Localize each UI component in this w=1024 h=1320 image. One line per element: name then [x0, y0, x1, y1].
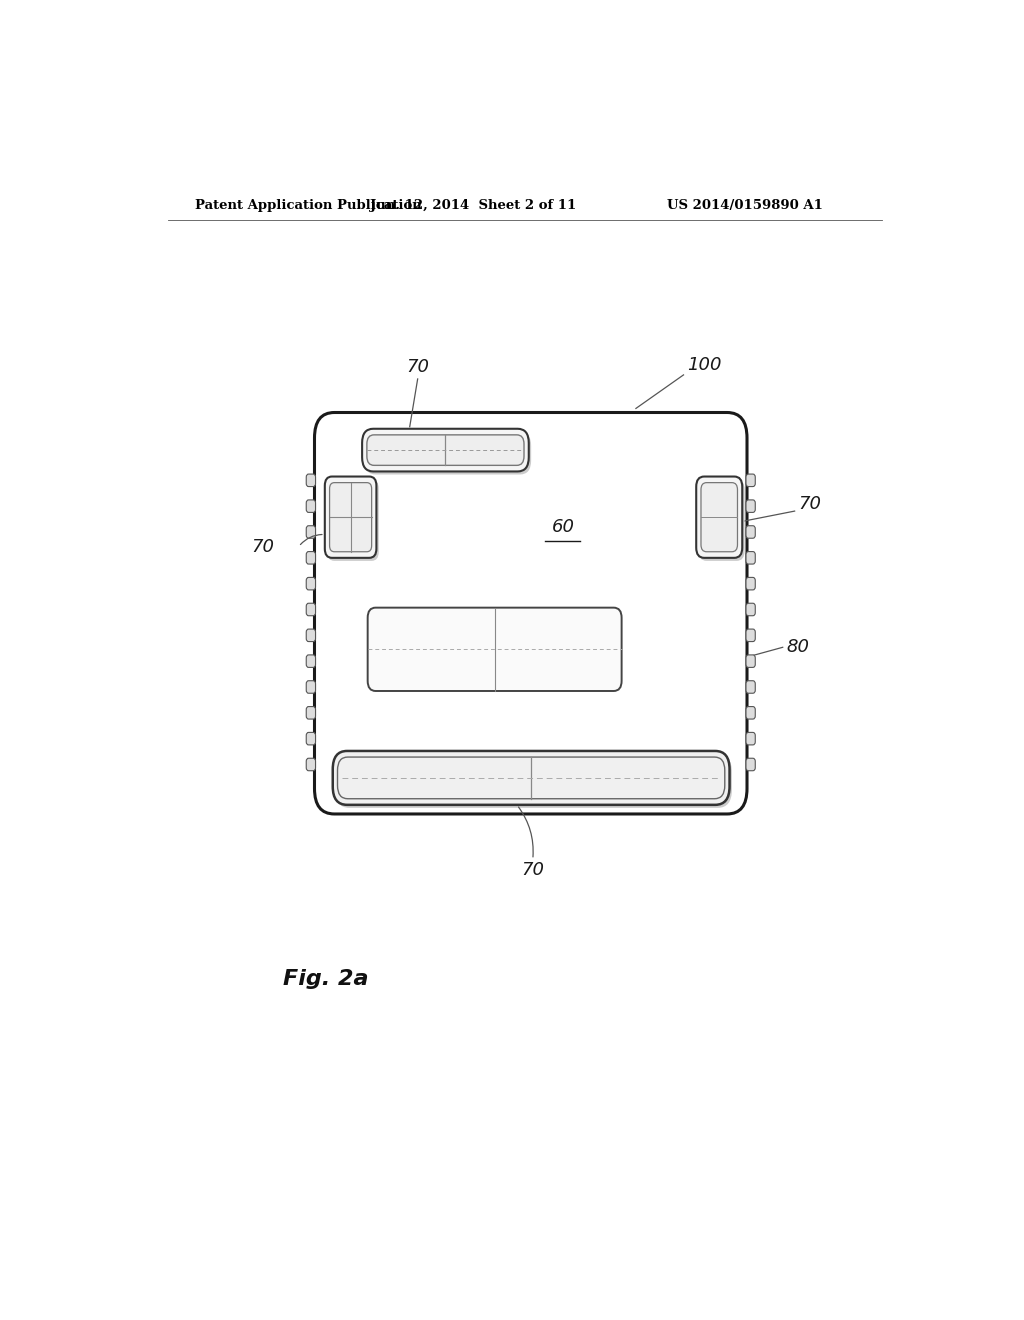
FancyBboxPatch shape	[745, 758, 756, 771]
FancyBboxPatch shape	[745, 552, 756, 564]
FancyBboxPatch shape	[745, 474, 756, 487]
FancyBboxPatch shape	[306, 733, 315, 744]
Text: US 2014/0159890 A1: US 2014/0159890 A1	[667, 199, 822, 213]
Text: 80: 80	[786, 639, 810, 656]
FancyBboxPatch shape	[306, 681, 315, 693]
Text: 70: 70	[251, 537, 274, 556]
Text: Jun. 12, 2014  Sheet 2 of 11: Jun. 12, 2014 Sheet 2 of 11	[370, 199, 577, 213]
FancyBboxPatch shape	[745, 655, 756, 668]
FancyBboxPatch shape	[306, 577, 315, 590]
Text: Patent Application Publication: Patent Application Publication	[196, 199, 422, 213]
FancyBboxPatch shape	[314, 412, 748, 814]
FancyBboxPatch shape	[745, 681, 756, 693]
FancyBboxPatch shape	[306, 603, 315, 615]
FancyBboxPatch shape	[701, 483, 737, 552]
FancyBboxPatch shape	[325, 477, 377, 558]
FancyBboxPatch shape	[306, 758, 315, 771]
FancyBboxPatch shape	[698, 479, 744, 561]
FancyBboxPatch shape	[306, 706, 315, 719]
FancyBboxPatch shape	[745, 603, 756, 615]
FancyBboxPatch shape	[745, 630, 756, 642]
FancyBboxPatch shape	[306, 552, 315, 564]
FancyBboxPatch shape	[306, 474, 315, 487]
FancyBboxPatch shape	[306, 525, 315, 539]
FancyBboxPatch shape	[330, 483, 372, 552]
FancyBboxPatch shape	[335, 754, 732, 808]
FancyBboxPatch shape	[745, 733, 756, 744]
Text: 70: 70	[407, 358, 429, 376]
FancyBboxPatch shape	[306, 500, 315, 512]
FancyBboxPatch shape	[328, 479, 379, 561]
FancyBboxPatch shape	[333, 751, 729, 805]
FancyBboxPatch shape	[745, 577, 756, 590]
FancyBboxPatch shape	[745, 500, 756, 512]
FancyBboxPatch shape	[367, 434, 524, 466]
FancyBboxPatch shape	[745, 525, 756, 539]
FancyBboxPatch shape	[745, 706, 756, 719]
Text: 60: 60	[551, 519, 574, 536]
Text: 70: 70	[521, 861, 544, 879]
FancyBboxPatch shape	[696, 477, 742, 558]
Text: 70: 70	[799, 495, 821, 513]
FancyBboxPatch shape	[306, 655, 315, 668]
Text: Fig. 2a: Fig. 2a	[283, 969, 369, 989]
FancyBboxPatch shape	[365, 432, 531, 474]
FancyBboxPatch shape	[362, 429, 528, 471]
Text: 100: 100	[687, 355, 722, 374]
FancyBboxPatch shape	[368, 607, 622, 690]
FancyBboxPatch shape	[306, 630, 315, 642]
